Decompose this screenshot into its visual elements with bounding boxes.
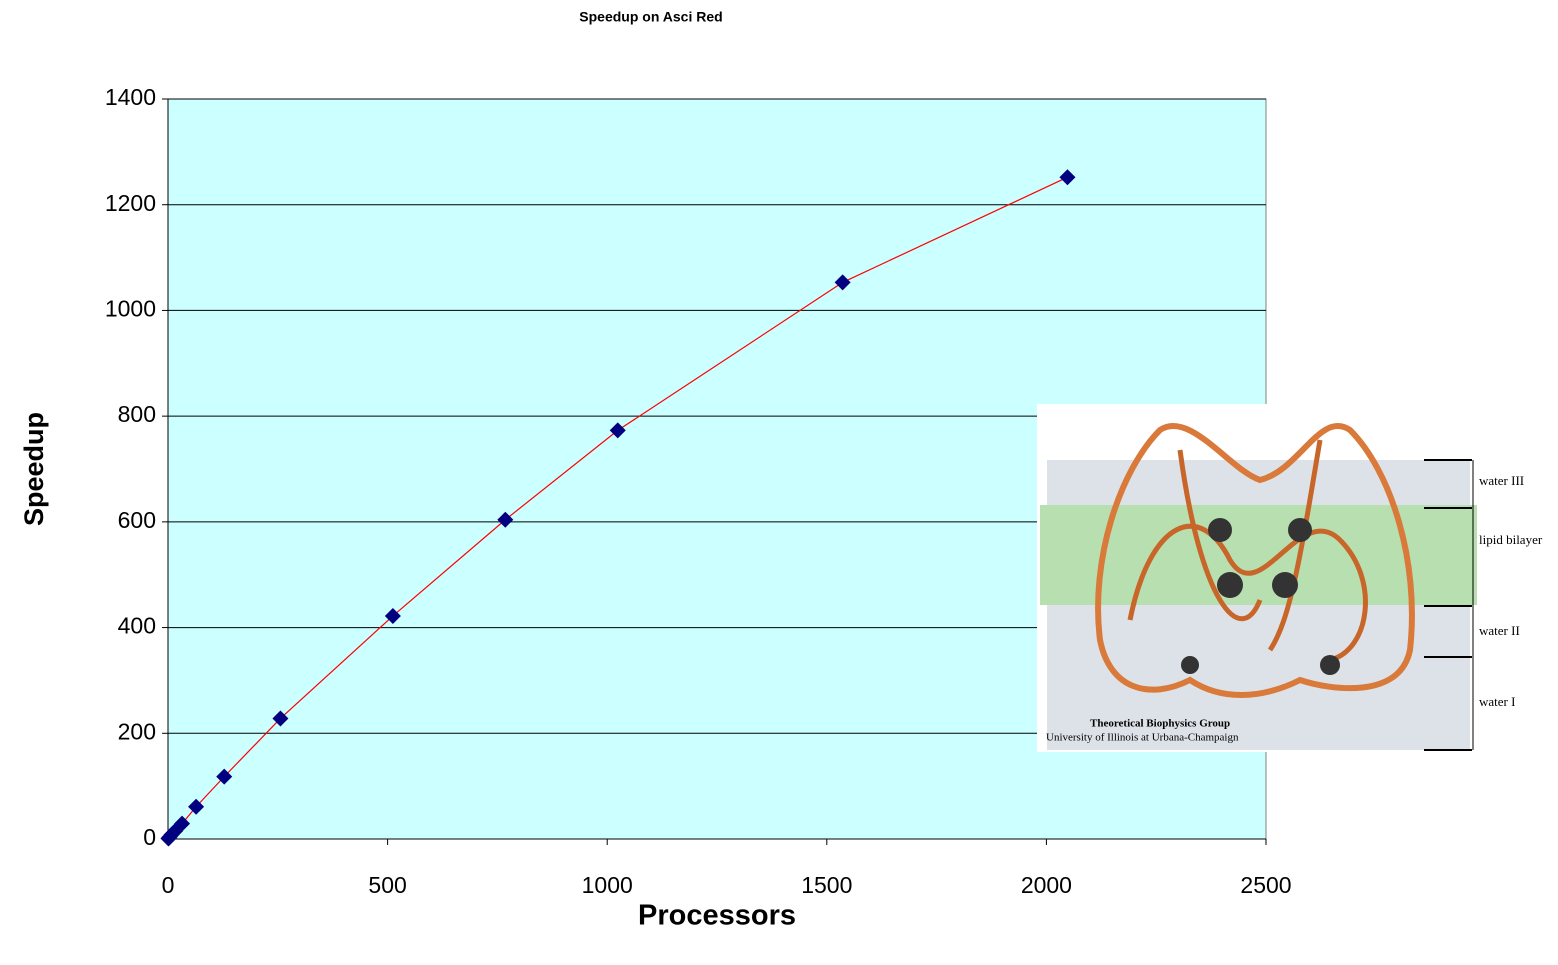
- y-tick-label: 0: [143, 824, 156, 850]
- x-tick-label: 1500: [801, 872, 852, 898]
- chart: Speedup on Asci Red Processors Speedup 0…: [0, 0, 1558, 965]
- atom-cluster: [1208, 518, 1232, 542]
- atom-cluster: [1272, 572, 1298, 598]
- y-tick-label: 400: [118, 613, 156, 639]
- atom-cluster: [1181, 656, 1199, 674]
- y-axis-label: Speedup: [19, 412, 49, 526]
- layer-label: water III: [1479, 473, 1524, 488]
- y-tick-label: 1400: [105, 84, 156, 110]
- x-tick-label: 500: [368, 872, 406, 898]
- y-tick-label: 1000: [105, 296, 156, 322]
- inset-caption: University of Illinois at Urbana-Champai…: [1046, 732, 1239, 744]
- inset-image: water III lipid bilayer water II water I…: [1037, 404, 1555, 752]
- layer-label: water II: [1479, 623, 1520, 638]
- x-axis-label: Processors: [638, 900, 796, 932]
- layer-label: lipid bilayer: [1479, 532, 1543, 547]
- y-tick-label: 200: [118, 718, 156, 744]
- atom-cluster: [1217, 572, 1243, 598]
- x-tick-label: 2000: [1021, 872, 1072, 898]
- y-tick-label: 1200: [105, 190, 156, 216]
- chart-title: Speedup on Asci Red: [579, 9, 722, 25]
- atom-cluster: [1320, 655, 1340, 675]
- x-tick-label: 1000: [582, 872, 633, 898]
- x-tick-label: 2500: [1240, 872, 1291, 898]
- x-tick-label: 0: [162, 872, 175, 898]
- y-tick-label: 600: [118, 507, 156, 533]
- layer-label: water I: [1479, 694, 1515, 709]
- y-tick-label: 800: [118, 401, 156, 427]
- atom-cluster: [1288, 518, 1312, 542]
- inset-caption: Theoretical Biophysics Group: [1090, 718, 1230, 730]
